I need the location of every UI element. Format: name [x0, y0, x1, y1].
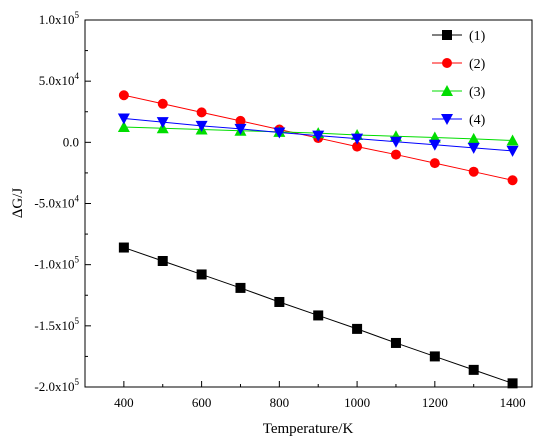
- data-point: [506, 145, 519, 157]
- plot-area: [84, 19, 533, 388]
- data-point: [196, 269, 207, 280]
- y-tick-label-base: 1.0x10: [39, 12, 75, 27]
- legend-marker: [442, 30, 452, 40]
- data-point: [118, 90, 129, 101]
- x-axis-title: Temperature/K: [263, 421, 354, 437]
- y-tick-label-exponent: 5: [75, 377, 80, 387]
- y-tick-label: -1.0x105: [34, 255, 79, 272]
- y-tick-label-base: -1.5x10: [34, 318, 74, 333]
- data-point: [196, 107, 207, 118]
- data-point: [117, 113, 130, 125]
- legend-label: (4): [469, 113, 486, 128]
- data-point: [352, 141, 363, 152]
- data-point: [234, 123, 247, 135]
- y-axis-title: ΔG/J: [10, 188, 26, 219]
- series-layer: [117, 90, 519, 389]
- y-tick-label: -5.0x104: [34, 194, 79, 211]
- y-tick-label: 5.0x104: [39, 71, 80, 88]
- y-tick-label: 0.0: [63, 134, 79, 149]
- legend-item: (4): [432, 113, 486, 128]
- y-tick-label-exponent: 5: [75, 10, 80, 20]
- y-tick-label-exponent: 5: [75, 316, 80, 326]
- y-tick-label-base: -5.0x10: [34, 196, 74, 211]
- series-4: [117, 113, 519, 157]
- x-tick-label: 400: [114, 395, 134, 410]
- data-point: [157, 255, 168, 266]
- data-point: [352, 323, 363, 334]
- x-tick-label: 1200: [422, 395, 448, 410]
- legend-marker: [441, 114, 453, 125]
- data-point: [235, 282, 246, 293]
- y-tick-label-base: -2.0x10: [34, 379, 74, 394]
- data-point: [506, 134, 519, 146]
- x-axis: 400 600 800 1000 1200 1400: [114, 381, 526, 410]
- y-tick-label-base: -1.0x10: [34, 257, 74, 272]
- y-tick-label: -1.5x105: [34, 316, 79, 333]
- data-point: [507, 378, 518, 389]
- legend-label: (2): [469, 57, 486, 72]
- legend-marker: [441, 85, 453, 96]
- legend: (1) (2) (3) (4): [432, 29, 486, 128]
- data-point: [273, 127, 286, 139]
- data-point: [428, 131, 441, 143]
- data-point: [428, 139, 441, 151]
- data-point: [390, 149, 401, 160]
- y-tick-label-base: 0.0: [63, 134, 79, 149]
- legend-item: (2): [432, 57, 486, 72]
- y-axis: -2.0x105-1.5x105-1.0x105-5.0x1040.05.0x1…: [34, 10, 91, 394]
- data-point: [274, 296, 285, 307]
- data-point: [195, 120, 208, 132]
- legend-label: (3): [469, 85, 486, 100]
- data-point: [390, 337, 401, 348]
- data-point: [235, 115, 246, 126]
- data-point: [313, 310, 324, 321]
- x-tick-label: 1400: [500, 395, 526, 410]
- y-tick-label-exponent: 4: [75, 71, 80, 81]
- data-point: [118, 242, 129, 253]
- data-point: [467, 142, 480, 154]
- x-tick-label: 600: [192, 395, 212, 410]
- y-tick-label-exponent: 4: [75, 194, 80, 204]
- data-point: [389, 136, 402, 148]
- data-point: [156, 117, 169, 129]
- legend-marker: [442, 58, 452, 68]
- data-point: [468, 166, 479, 177]
- data-point: [312, 130, 325, 142]
- y-tick-label-exponent: 5: [75, 255, 80, 265]
- legend-label: (1): [469, 29, 486, 44]
- legend-item: (1): [432, 29, 486, 44]
- data-point: [117, 121, 130, 133]
- data-point: [157, 98, 168, 109]
- x-tick-label: 1000: [344, 395, 370, 410]
- series-1: [118, 242, 518, 389]
- data-point: [468, 364, 479, 375]
- y-tick-label-base: 5.0x10: [39, 73, 75, 88]
- data-point: [467, 132, 480, 144]
- legend-item: (3): [432, 85, 486, 100]
- y-tick-label: -2.0x105: [34, 377, 79, 394]
- data-point: [507, 175, 518, 186]
- data-point: [429, 158, 440, 169]
- data-point: [429, 351, 440, 362]
- y-tick-label: 1.0x105: [39, 10, 80, 27]
- data-point: [351, 133, 364, 145]
- x-tick-label: 800: [270, 395, 290, 410]
